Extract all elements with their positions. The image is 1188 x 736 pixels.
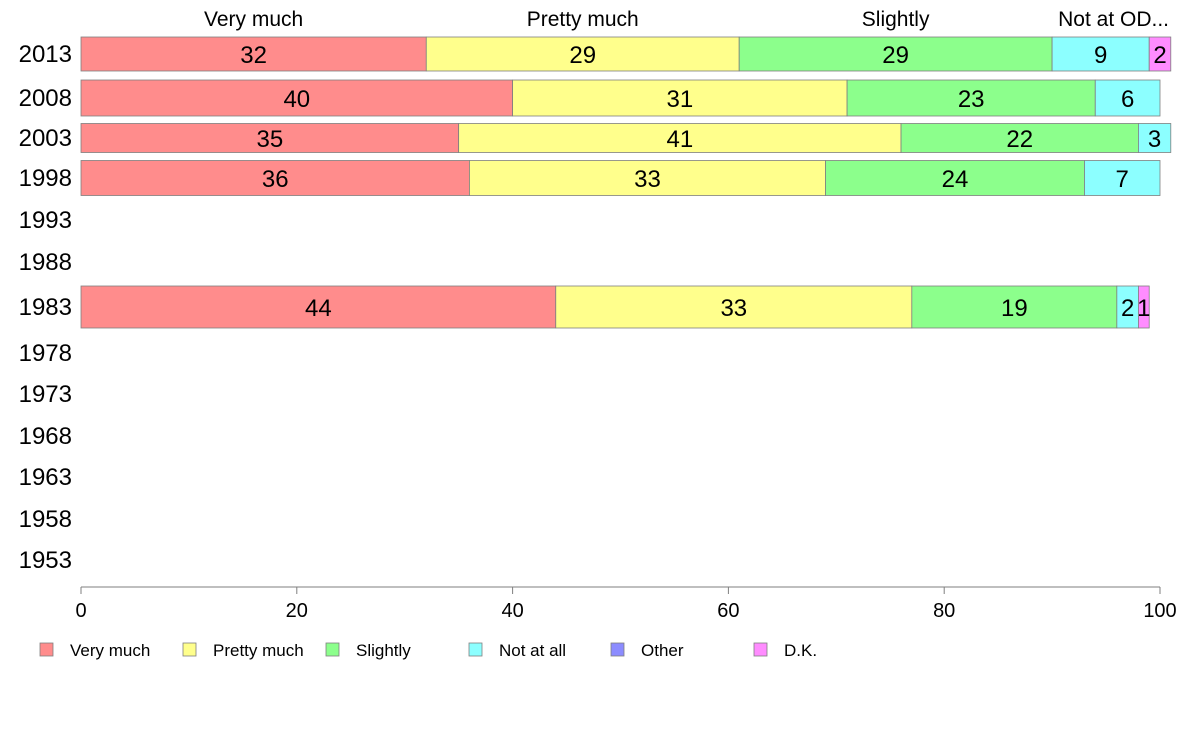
data-label: 6	[1121, 86, 1134, 113]
legend-swatch	[753, 642, 768, 657]
year-label: 1958	[19, 506, 72, 533]
data-label: 40	[283, 86, 310, 113]
bar-segment	[469, 160, 826, 196]
legend-swatch	[39, 642, 54, 657]
legend-swatch	[610, 642, 625, 657]
bar-segment	[80, 79, 514, 117]
bar-segment	[80, 285, 557, 329]
x-tick-label: 0	[75, 600, 86, 622]
legend-label: Slightly	[356, 641, 411, 660]
bar-segment	[512, 79, 848, 117]
year-label: 1968	[19, 423, 72, 450]
legend-label: Pretty much	[213, 641, 304, 660]
data-label: 7	[1116, 166, 1129, 193]
year-label: 1963	[19, 464, 72, 491]
x-tick-label: 100	[1143, 600, 1176, 622]
year-label: 2003	[19, 125, 72, 152]
data-label: 36	[262, 166, 289, 193]
bar-segment	[80, 160, 470, 196]
data-label: 44	[305, 295, 332, 322]
bar-segment	[555, 285, 913, 329]
data-label: 2	[1121, 295, 1134, 322]
x-tick-label: 40	[501, 600, 523, 622]
bar-segment	[1051, 36, 1150, 72]
bar-segment	[1094, 79, 1161, 117]
top-category-label: Very much	[204, 8, 303, 31]
data-label: 29	[569, 42, 596, 69]
bar-segment	[1148, 36, 1172, 72]
year-label: 1998	[19, 165, 72, 192]
year-label: 1983	[19, 294, 72, 321]
top-category-label: Not at OD...	[1058, 8, 1169, 31]
legend-label: Very much	[70, 641, 150, 660]
bar-segment	[1138, 123, 1172, 153]
bar-segment	[738, 36, 1053, 72]
data-label: 9	[1094, 42, 1107, 69]
bar-segment	[900, 123, 1139, 153]
data-label: 31	[666, 86, 693, 113]
year-label: 2013	[19, 41, 72, 68]
bar-segment	[911, 285, 1118, 329]
bar-segment	[458, 123, 902, 153]
data-label: 32	[240, 42, 267, 69]
year-label: 1988	[19, 249, 72, 276]
year-label: 2008	[19, 85, 72, 112]
data-label: 33	[634, 166, 661, 193]
bar-segment	[846, 79, 1096, 117]
x-tick-label: 20	[286, 600, 308, 622]
legend-label: D.K.	[784, 641, 817, 660]
bar-segment	[425, 36, 740, 72]
x-tick-label: 80	[933, 600, 955, 622]
data-label: 41	[666, 126, 693, 153]
x-tick-label: 60	[717, 600, 739, 622]
top-category-label: Pretty much	[527, 8, 639, 31]
bar-segment	[825, 160, 1085, 196]
top-category-label: Slightly	[862, 8, 930, 31]
data-label: 19	[1001, 295, 1028, 322]
data-label: 29	[882, 42, 909, 69]
data-label: 3	[1148, 126, 1161, 153]
data-label: 35	[256, 126, 283, 153]
legend-label: Other	[641, 641, 684, 660]
bar-segment	[80, 36, 427, 72]
bar-segment	[80, 123, 460, 153]
legend-swatch	[468, 642, 483, 657]
legend-label: Not at all	[499, 641, 566, 660]
bar-segment	[1084, 160, 1161, 196]
data-label: 33	[720, 295, 747, 322]
bar-segment	[1138, 285, 1150, 329]
data-label: 22	[1006, 126, 1033, 153]
legend-swatch	[182, 642, 197, 657]
legend-swatch	[325, 642, 340, 657]
year-label: 1973	[19, 381, 72, 408]
year-label: 1993	[19, 207, 72, 234]
year-label: 1953	[19, 547, 72, 574]
data-label: 23	[958, 86, 985, 113]
data-label: 24	[942, 166, 969, 193]
data-label: 1	[1137, 295, 1150, 322]
year-label: 1978	[19, 340, 72, 367]
data-label: 2	[1153, 42, 1166, 69]
